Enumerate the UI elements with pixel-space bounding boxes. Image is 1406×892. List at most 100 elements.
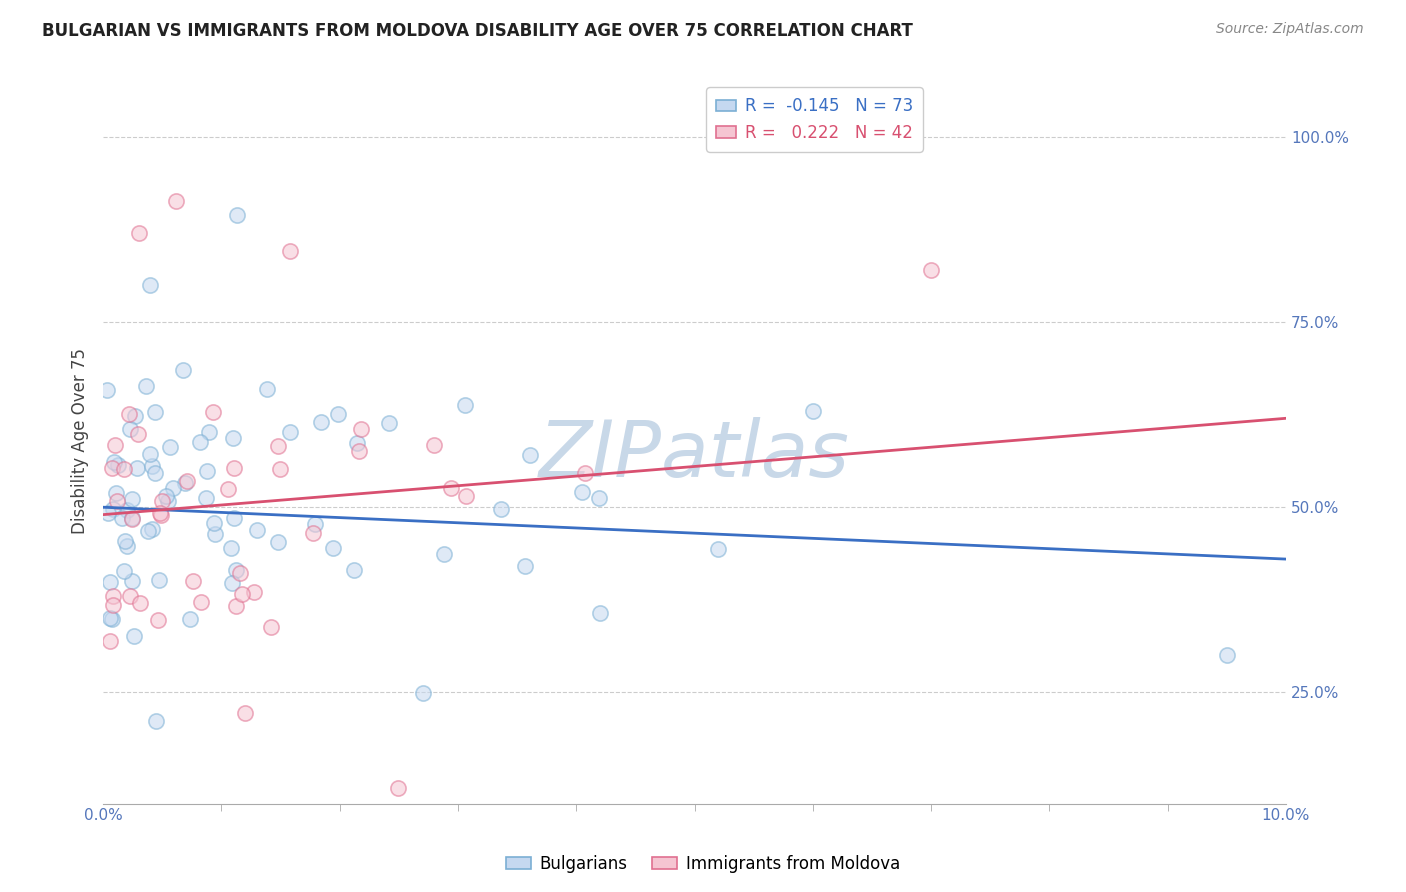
Point: [115, 539, 138, 553]
Point: [301, 525, 323, 540]
Point: [159, 440, 181, 454]
Point: [519, 448, 541, 462]
Point: [267, 439, 290, 453]
Y-axis label: Disability Age Over 75: Disability Age Over 75: [72, 348, 89, 533]
Point: [433, 547, 456, 561]
Point: [589, 607, 612, 621]
Point: [304, 517, 326, 532]
Point: [149, 508, 172, 522]
Point: [226, 209, 249, 223]
Point: [122, 629, 145, 643]
Point: [219, 541, 242, 555]
Point: [121, 492, 143, 507]
Point: [96, 383, 118, 397]
Point: [707, 541, 730, 556]
Point: [217, 483, 239, 497]
Text: ZIPatlas: ZIPatlas: [538, 417, 851, 493]
Point: [103, 455, 125, 469]
Point: [104, 438, 127, 452]
Point: [127, 426, 149, 441]
Point: [454, 490, 477, 504]
Point: [231, 587, 253, 601]
Point: [172, 363, 194, 377]
Point: [98, 575, 121, 590]
Point: [377, 417, 399, 431]
Point: [422, 438, 444, 452]
Point: [98, 611, 121, 625]
Point: [105, 494, 128, 508]
Point: [195, 463, 218, 477]
Point: [243, 584, 266, 599]
Point: [115, 503, 138, 517]
Point: [225, 563, 247, 577]
Point: [347, 444, 370, 458]
Point: [278, 244, 301, 258]
Point: [201, 405, 224, 419]
Point: [100, 612, 122, 626]
Point: [103, 589, 125, 603]
Point: [349, 422, 371, 436]
Point: [120, 589, 142, 603]
Point: [221, 575, 243, 590]
Point: [491, 502, 513, 516]
Point: [143, 405, 166, 419]
Point: [1216, 648, 1239, 663]
Point: [105, 486, 128, 500]
Point: [176, 474, 198, 488]
Point: [112, 462, 135, 476]
Point: [311, 415, 333, 429]
Point: [141, 458, 163, 473]
Point: [136, 524, 159, 539]
Point: [228, 566, 250, 581]
Point: [128, 226, 150, 240]
Point: [101, 598, 124, 612]
Point: [156, 494, 179, 508]
Point: [181, 574, 204, 588]
Point: [574, 466, 596, 480]
Point: [121, 574, 143, 589]
Point: [801, 404, 824, 418]
Point: [202, 516, 225, 530]
Point: [118, 422, 141, 436]
Point: [346, 435, 368, 450]
Point: [135, 378, 157, 392]
Point: [225, 599, 247, 613]
Point: [515, 559, 537, 574]
Legend: Bulgarians, Immigrants from Moldova: Bulgarians, Immigrants from Moldova: [499, 848, 907, 880]
Point: [278, 425, 301, 439]
Point: [412, 685, 434, 699]
Point: [387, 780, 409, 795]
Point: [179, 612, 201, 626]
Legend: R =  -0.145   N = 73, R =   0.222   N = 42: R = -0.145 N = 73, R = 0.222 N = 42: [706, 87, 922, 152]
Point: [174, 475, 197, 490]
Point: [155, 489, 177, 503]
Point: [222, 431, 245, 445]
Point: [194, 491, 217, 506]
Point: [143, 466, 166, 480]
Point: [204, 527, 226, 541]
Point: [588, 491, 610, 505]
Point: [141, 522, 163, 536]
Text: BULGARIAN VS IMMIGRANTS FROM MOLDOVA DISABILITY AGE OVER 75 CORRELATION CHART: BULGARIAN VS IMMIGRANTS FROM MOLDOVA DIS…: [42, 22, 912, 40]
Point: [222, 460, 245, 475]
Point: [101, 502, 124, 516]
Point: [571, 485, 593, 500]
Point: [107, 458, 129, 472]
Point: [118, 407, 141, 421]
Point: [322, 541, 344, 555]
Point: [233, 706, 256, 720]
Point: [125, 461, 148, 475]
Point: [110, 511, 132, 525]
Point: [150, 494, 173, 508]
Point: [121, 510, 143, 524]
Point: [124, 409, 146, 424]
Point: [454, 398, 477, 412]
Point: [222, 510, 245, 524]
Point: [920, 263, 942, 277]
Point: [145, 714, 167, 729]
Point: [269, 462, 291, 476]
Point: [342, 563, 364, 577]
Point: [166, 194, 188, 208]
Point: [121, 512, 143, 526]
Text: Source: ZipAtlas.com: Source: ZipAtlas.com: [1216, 22, 1364, 37]
